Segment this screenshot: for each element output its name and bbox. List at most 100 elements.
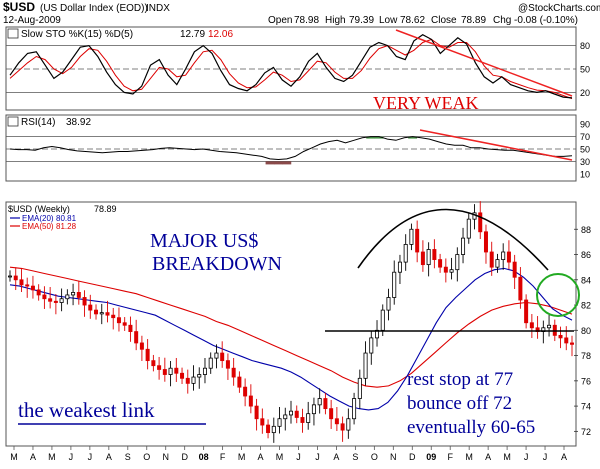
price-bar-body xyxy=(352,398,357,420)
x-tick-label: J xyxy=(88,452,93,462)
price-bar-body xyxy=(111,314,116,319)
x-tick-label: M xyxy=(276,452,284,462)
rsi-tick-label: 30 xyxy=(580,157,590,167)
price-bar-body xyxy=(300,417,305,423)
rsi-trend-line xyxy=(419,129,573,161)
major-annotation-line2: BREAKDOWN xyxy=(152,253,282,275)
price-bar-body xyxy=(65,294,70,300)
rsi-overbought-fill xyxy=(366,136,376,139)
price-bar-body xyxy=(243,386,248,397)
price-bar-body xyxy=(512,261,517,278)
sto-panel: 80 50 20 Slow STO %K(15) %D(5) 12.79 12.06… xyxy=(5,26,590,113)
price-bar-body xyxy=(397,261,402,273)
rsi-legend-box xyxy=(7,116,19,127)
x-tick-label: D xyxy=(409,452,416,462)
price-tick-label: 76 xyxy=(581,376,591,386)
sto-d-value: 12.06 xyxy=(208,29,233,40)
header-name: (US Dollar Index (EOD)) xyxy=(40,3,148,14)
price-bar-body xyxy=(139,342,144,350)
sto-axis-ticks: 80 50 20 xyxy=(580,41,590,98)
price-bar-body xyxy=(231,367,236,378)
price-bar-body xyxy=(392,271,397,298)
price-tick-label: 82 xyxy=(581,301,591,311)
price-bar-body xyxy=(220,352,225,362)
price-bar-body xyxy=(162,369,167,375)
x-tick-label: J xyxy=(69,452,74,462)
rsi-oversold-fill xyxy=(265,161,275,165)
rsi-series xyxy=(9,136,573,165)
sto-d-line xyxy=(9,38,573,100)
x-tick-label: N xyxy=(162,452,169,462)
x-tick-label: N xyxy=(390,452,397,462)
price-bar-body xyxy=(369,337,374,354)
price-bar-body xyxy=(518,276,523,301)
rsi-oversold-fill xyxy=(273,161,283,165)
price-bar-body xyxy=(266,424,271,434)
x-tick-label: A xyxy=(106,452,112,462)
price-bar-body xyxy=(443,266,448,273)
rsi-tick-label: 90 xyxy=(580,120,590,130)
x-axis: M A M J J A S O N D 08 F M A M J J A S O N D 09 F M A M J J A xyxy=(6,445,576,462)
price-bar-body xyxy=(157,365,162,370)
top-arc xyxy=(357,208,549,271)
sto-gridlines xyxy=(6,45,576,93)
price-bar-body xyxy=(426,249,431,266)
weakest-link-annotation: the weakest link xyxy=(18,398,155,422)
price-bar-body xyxy=(128,324,133,332)
price-bar-body xyxy=(277,418,282,427)
x-tick-label: A xyxy=(485,452,491,462)
very-weak-annotation: VERY WEAK xyxy=(373,93,479,113)
price-tick-label: 88 xyxy=(581,225,591,235)
price-bar-body xyxy=(415,228,420,253)
price-bar-body xyxy=(197,374,202,378)
header-open-value: 78.98 xyxy=(294,15,319,26)
sto-legend-box xyxy=(7,28,19,39)
price-bar-body xyxy=(25,284,30,287)
rsi-label: RSI(14) xyxy=(21,117,55,128)
header-close-label: Close xyxy=(431,15,457,26)
price-tick-label: 74 xyxy=(581,402,591,412)
price-bar-body xyxy=(294,410,299,418)
price-bar-body xyxy=(420,251,425,266)
price-bar-body xyxy=(317,398,322,406)
price-bar-body xyxy=(59,298,64,303)
x-tick-label: M xyxy=(503,452,511,462)
sto-k-value: 12.79 xyxy=(180,29,205,40)
price-bar-body xyxy=(168,367,173,375)
rsi-tick-label: 70 xyxy=(580,132,590,142)
price-bar-body xyxy=(329,408,334,420)
price-bar-body xyxy=(489,251,494,268)
header-chg-label: Chg xyxy=(493,15,511,26)
rsi-tick-label: 50 xyxy=(580,145,590,155)
price-legend-symbol: $USD (Weekly) xyxy=(8,204,70,214)
x-tick-label: J xyxy=(296,452,301,462)
price-bar-body xyxy=(306,413,311,423)
ema50-label: EMA(50) xyxy=(22,222,54,231)
price-bar-body xyxy=(214,352,219,359)
x-tick-label: 09 xyxy=(426,452,436,462)
rsi-line xyxy=(9,136,573,161)
price-bar-body xyxy=(202,367,207,375)
price-bar-body xyxy=(151,360,156,367)
price-bar-body xyxy=(42,294,47,300)
header-low-label: Low xyxy=(379,15,398,26)
price-bar-body xyxy=(283,414,288,420)
price-bar-body xyxy=(461,237,466,255)
price-bar-body xyxy=(191,376,196,384)
eventually-annotation: eventually 60-65 xyxy=(407,417,535,438)
price-bar-body xyxy=(403,244,408,263)
header-high-value: 79.39 xyxy=(349,15,374,26)
price-bar-body xyxy=(260,418,265,426)
x-tick-label: A xyxy=(561,452,567,462)
rsi-axis-ticks: 90 70 50 30 10 xyxy=(580,120,590,180)
x-tick-label: M xyxy=(238,452,246,462)
price-bar-body xyxy=(185,377,190,384)
price-bar-body xyxy=(455,254,460,271)
price-bar-body xyxy=(88,304,93,311)
price-tick-label: 84 xyxy=(581,275,591,285)
price-ema-lines xyxy=(9,266,573,411)
price-bar-body xyxy=(478,212,483,233)
sto-trend-line xyxy=(395,29,573,97)
price-bar-body xyxy=(570,342,575,345)
price-bar-body xyxy=(7,275,12,278)
